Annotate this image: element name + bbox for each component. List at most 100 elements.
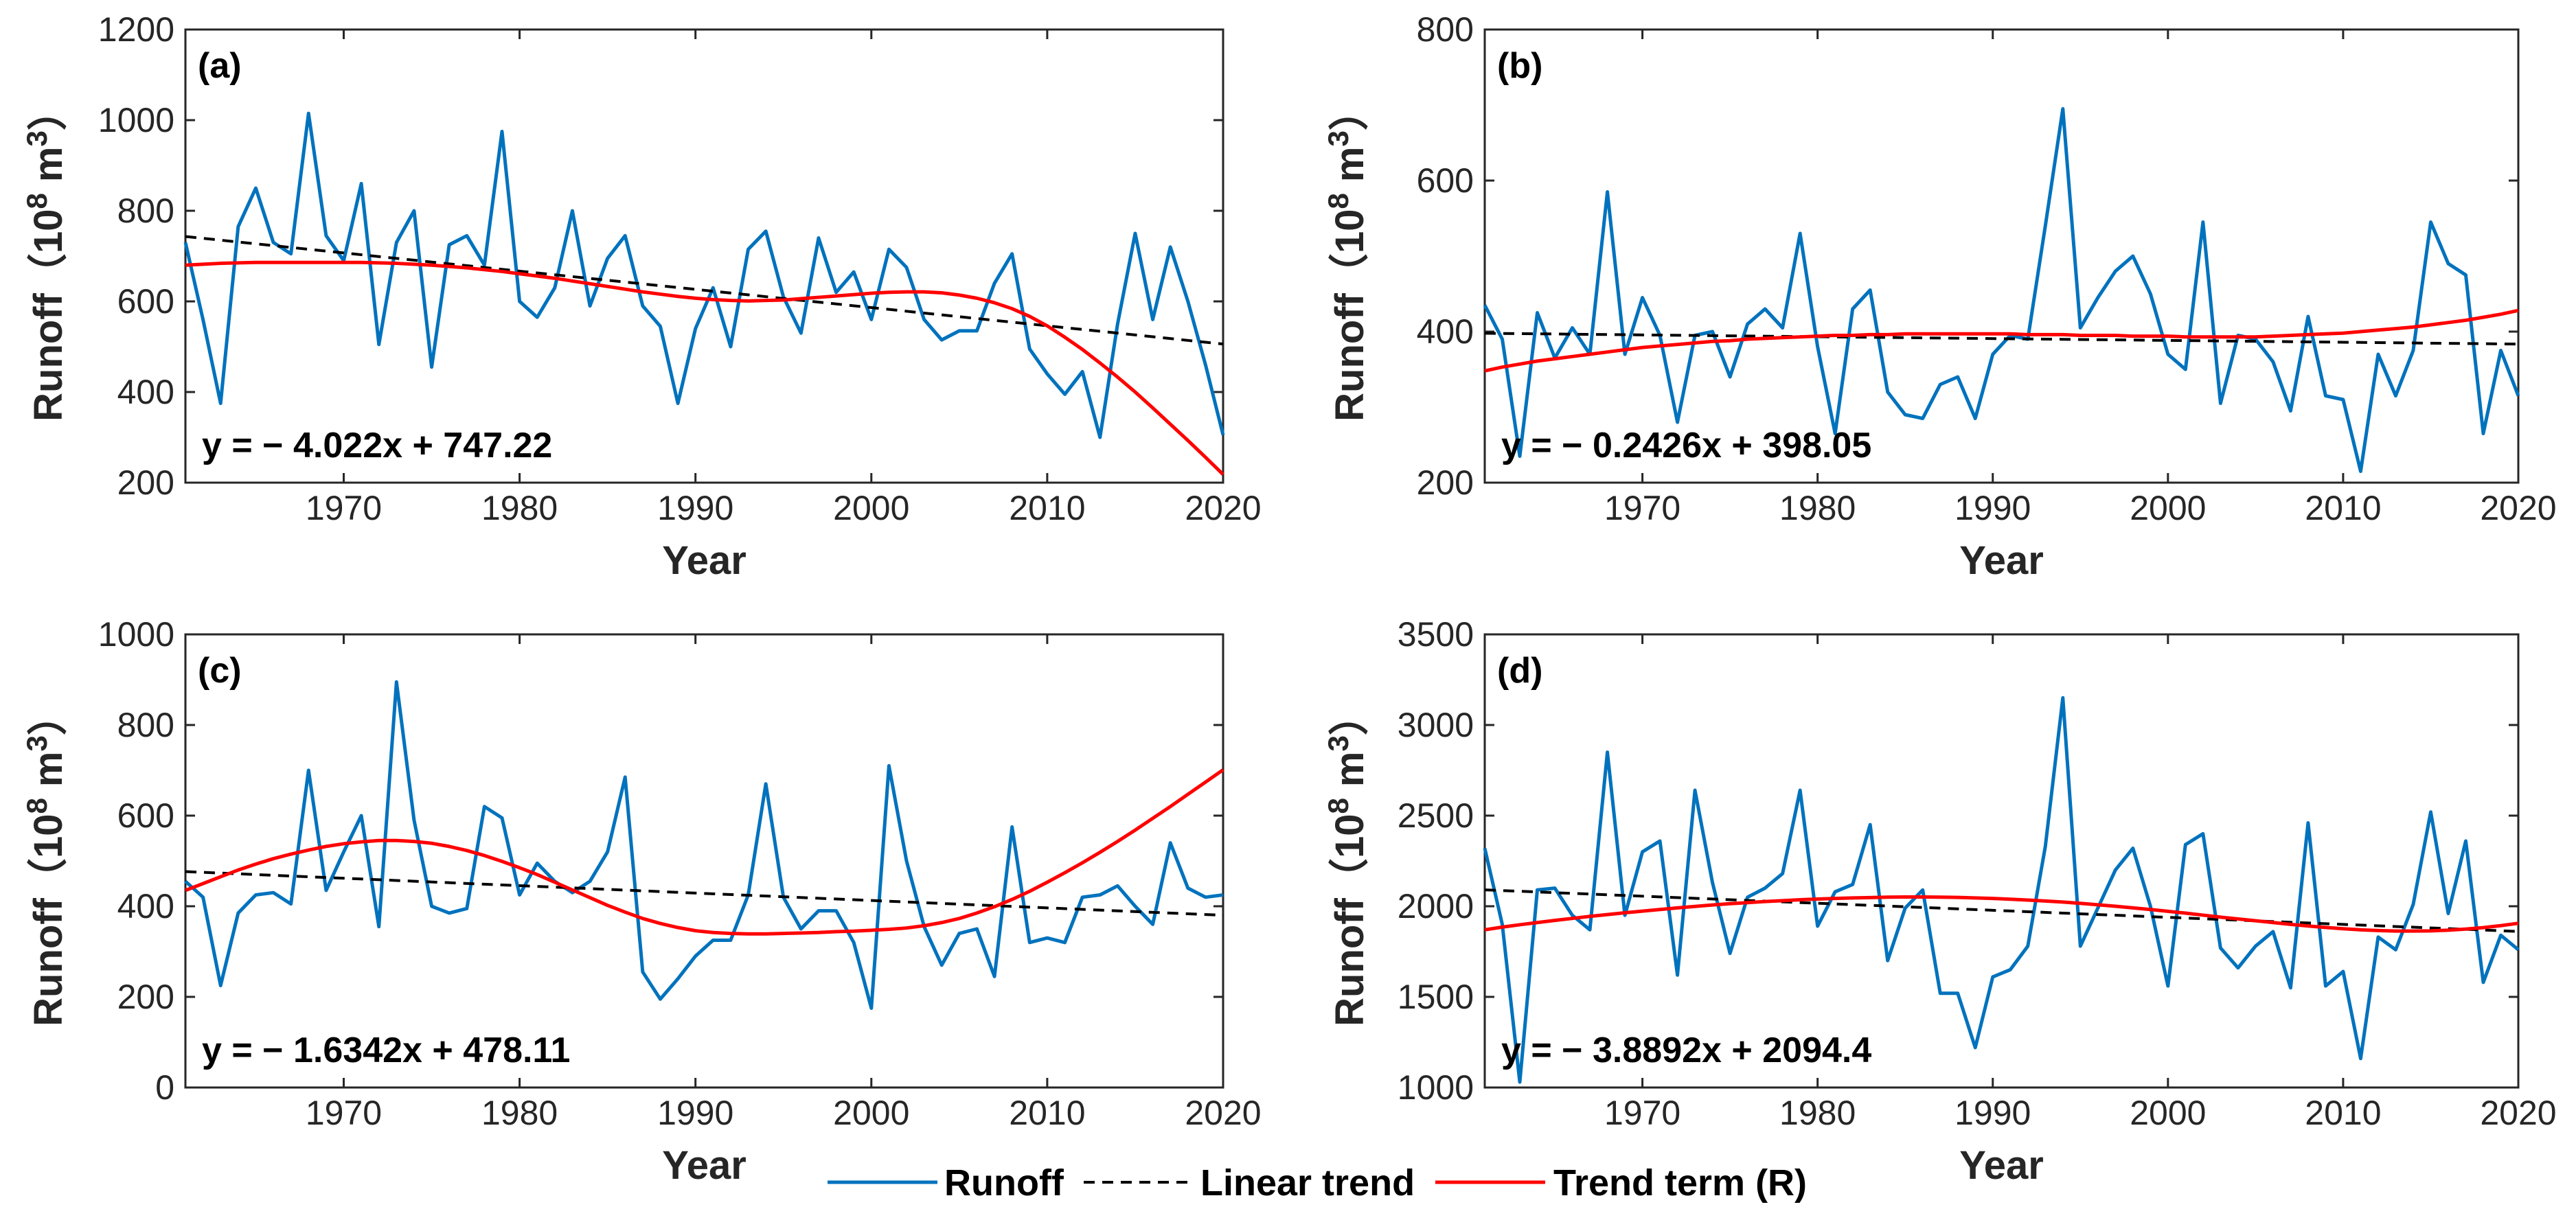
panel-d: 1970 1980 1990 2000 2010 2020 1000 1500 2000 2500… bbox=[1322, 615, 2557, 1188]
x-tick-label: 2010 bbox=[2305, 489, 2381, 527]
x-tick-label: 1980 bbox=[481, 1094, 558, 1132]
linear-trend-line bbox=[185, 235, 1224, 346]
legend-runoff-label: Runoff bbox=[944, 1162, 1064, 1204]
y-tick-label: 1000 bbox=[1398, 1068, 1474, 1107]
y-axis-title-part: 3 bbox=[21, 130, 53, 146]
x-tick-label: 2010 bbox=[2305, 1094, 2381, 1132]
plot-area bbox=[1483, 28, 2520, 484]
panel-label: (b) bbox=[1497, 46, 1542, 86]
y-tick-label: 600 bbox=[1417, 161, 1474, 200]
y-tick-label: 2000 bbox=[1398, 887, 1474, 925]
y-tick-label: 600 bbox=[117, 796, 174, 835]
y-axis-title-part: Runoff bbox=[26, 897, 71, 1026]
runoff-line bbox=[184, 680, 1224, 1010]
y-axis-title-part: m bbox=[1327, 752, 1372, 798]
y-axis-title-part: m bbox=[26, 147, 71, 194]
trend-term-line bbox=[185, 768, 1224, 936]
regression-equation: y = − 1.6342x + 478.11 bbox=[202, 1031, 570, 1070]
linear-trend-line bbox=[1484, 888, 2519, 933]
y-axis-title-part: （10 bbox=[26, 209, 71, 294]
y-axis-title: Runoff（108 m3） bbox=[21, 695, 71, 1026]
y-tick-label: 2500 bbox=[1398, 796, 1474, 835]
legend-linear-label: Linear trend bbox=[1200, 1162, 1415, 1204]
x-tick-label: 1970 bbox=[306, 489, 382, 527]
x-axis-title: Year bbox=[1959, 538, 2044, 583]
x-tick-label: 2000 bbox=[2130, 1094, 2206, 1132]
y-axis-title-part: 8 bbox=[21, 193, 53, 209]
y-tick-label: 800 bbox=[117, 192, 174, 230]
linear-trend-line bbox=[1484, 332, 2519, 346]
x-tick-label: 2010 bbox=[1009, 489, 1085, 527]
y-tick-label: 1500 bbox=[1398, 978, 1474, 1016]
y-tick-label: 600 bbox=[117, 282, 174, 321]
x-tick-label: 1970 bbox=[306, 1094, 382, 1132]
y-tick-label: 400 bbox=[117, 373, 174, 411]
x-tick-label: 1990 bbox=[657, 489, 733, 527]
y-tick-label: 3500 bbox=[1398, 615, 1474, 654]
x-axis-title: Year bbox=[1959, 1143, 2044, 1188]
x-tick-label: 2020 bbox=[2480, 489, 2556, 527]
panel-c: 1970 1980 1990 2000 2010 2020 0 200 400 600 800 100… bbox=[21, 615, 1262, 1188]
regression-equation: y = − 4.022x + 747.22 bbox=[202, 426, 552, 465]
x-axis-title: Year bbox=[662, 538, 746, 583]
y-tick-label: 400 bbox=[1417, 312, 1474, 351]
plot-area bbox=[1483, 633, 2520, 1089]
x-tick-label: 2000 bbox=[833, 1094, 909, 1132]
x-tick-label: 2000 bbox=[2130, 489, 2206, 527]
regression-equation: y = − 3.8892x + 2094.4 bbox=[1501, 1031, 1871, 1070]
y-axis-title-part: 3 bbox=[21, 735, 53, 751]
plot-area bbox=[184, 28, 1224, 484]
y-tick-label: 1200 bbox=[98, 10, 174, 49]
y-tick-label: 800 bbox=[117, 706, 174, 744]
trend-term-line bbox=[1484, 895, 2519, 933]
x-axis-title: Year bbox=[662, 1143, 746, 1188]
y-axis-title-part: （10 bbox=[1327, 814, 1372, 899]
y-axis-title-part: m bbox=[1327, 147, 1372, 194]
y-tick-label: 200 bbox=[1417, 463, 1474, 502]
x-tick-label: 1970 bbox=[1604, 1094, 1680, 1132]
x-tick-label: 2010 bbox=[1009, 1094, 1085, 1132]
y-axis-title-part: ） bbox=[26, 91, 71, 130]
y-axis-title: Runoff（108 m3） bbox=[1322, 91, 1372, 422]
y-axis-title-part: （10 bbox=[1327, 209, 1372, 294]
panel-label: (c) bbox=[198, 651, 242, 691]
x-tick-label: 1990 bbox=[657, 1094, 733, 1132]
y-axis-title-part: ） bbox=[1327, 695, 1372, 735]
x-tick-label: 2000 bbox=[833, 489, 909, 527]
y-axis-title-part: 8 bbox=[1322, 193, 1354, 209]
linear-trend-line bbox=[185, 870, 1224, 917]
x-tick-label: 1980 bbox=[1779, 489, 1856, 527]
y-axis-title: Runoff（108 m3） bbox=[21, 91, 71, 422]
y-axis-title-part: Runoff bbox=[1327, 292, 1372, 421]
trend-term-line bbox=[185, 260, 1224, 476]
x-tick-label: 1980 bbox=[481, 489, 558, 527]
y-axis-title-part: Runoff bbox=[26, 292, 71, 421]
x-tick-label: 2020 bbox=[1185, 1094, 1261, 1132]
x-tick-label: 1990 bbox=[1954, 489, 2031, 527]
panel-label: (a) bbox=[198, 46, 242, 86]
panel-a: 1970 1980 1990 2000 2010 2020 200 400 600 800 1000… bbox=[21, 10, 1262, 583]
x-tick-label: 2020 bbox=[1185, 489, 1261, 527]
y-axis-title: Runoff（108 m3） bbox=[1322, 695, 1372, 1026]
x-tick-label: 1980 bbox=[1779, 1094, 1856, 1132]
plot-area bbox=[184, 633, 1224, 1089]
panel-b: 1970 1980 1990 2000 2010 2020 200 400 600 800 Year… bbox=[1322, 10, 2557, 583]
regression-equation: y = − 0.2426x + 398.05 bbox=[1501, 426, 1871, 465]
y-tick-label: 200 bbox=[117, 463, 174, 502]
y-tick-label: 3000 bbox=[1398, 706, 1474, 744]
panel-label: (d) bbox=[1497, 651, 1542, 691]
y-tick-label: 1000 bbox=[98, 615, 174, 654]
y-axis-title-part: ） bbox=[1327, 91, 1372, 130]
y-axis-title-part: 8 bbox=[1322, 798, 1354, 814]
y-tick-label: 200 bbox=[117, 978, 174, 1016]
runoff-line bbox=[1483, 107, 2520, 473]
y-axis-title-part: 3 bbox=[1322, 735, 1354, 751]
y-axis-title-part: 8 bbox=[21, 798, 53, 814]
x-tick-label: 1970 bbox=[1604, 489, 1680, 527]
legend: Runoff Linear trend Trend term (R) bbox=[828, 1162, 1807, 1204]
y-tick-label: 800 bbox=[1417, 10, 1474, 49]
y-axis-title-part: 3 bbox=[1322, 130, 1354, 146]
runoff-line bbox=[183, 111, 1225, 439]
legend-trend-label: Trend term (R) bbox=[1553, 1162, 1807, 1204]
